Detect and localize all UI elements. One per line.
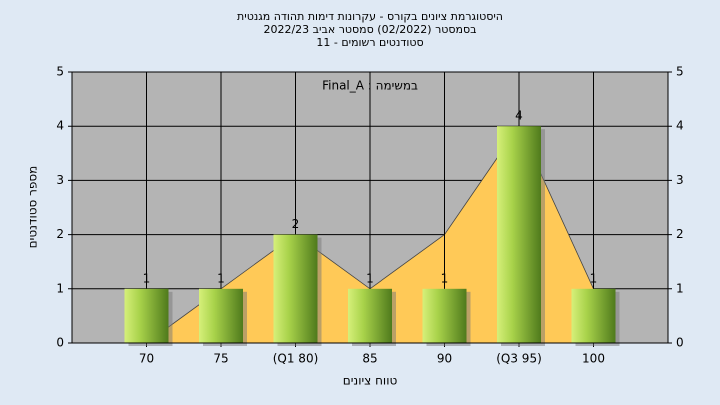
annotation: Final_A : במשימה — [322, 79, 418, 93]
y-tick-label: 3 — [56, 173, 64, 187]
y-tick-label: 0 — [676, 336, 684, 350]
bar — [273, 234, 318, 343]
bar — [124, 288, 169, 343]
value-label: 1 — [441, 271, 449, 285]
x-tick-label: 75 — [213, 352, 228, 366]
value-label: 1 — [217, 271, 225, 285]
y-tick-label: 5 — [56, 65, 64, 79]
bar — [422, 288, 467, 343]
bar — [348, 288, 392, 343]
y-tick-label: 1 — [56, 281, 64, 295]
chart-subtitle: בסמסטר (02/2022) סמסטר אביב 2022/23 — [263, 23, 476, 36]
chart-title: היסטוגרמת ציונים בקורס - עקרונות דימות ת… — [237, 10, 503, 23]
bar — [571, 288, 616, 343]
bar — [199, 288, 243, 343]
value-label: 1 — [366, 271, 374, 285]
x-tick-label: 90 — [437, 352, 452, 366]
y-tick-label: 1 — [676, 281, 684, 295]
y-axis-label: מספר סטודנטים — [26, 166, 40, 249]
value-label: 2 — [292, 217, 300, 231]
y-tick-label: 3 — [676, 173, 684, 187]
y-tick-label: 4 — [56, 119, 64, 133]
x-tick-label: 70 — [139, 352, 154, 366]
plot-frame — [71, 71, 669, 344]
y-tick-label: 2 — [676, 227, 684, 241]
x-tick-label: 100 — [582, 352, 605, 366]
x-tick-label: (Q1 80) — [273, 352, 319, 366]
chart-subtitle: סטודנטים רשומים - 11 — [316, 36, 423, 49]
y-tick-label: 0 — [56, 336, 64, 350]
value-label: 1 — [143, 271, 151, 285]
x-tick-label: (Q3 95) — [496, 352, 542, 366]
y-tick-label: 2 — [56, 227, 64, 241]
bar — [497, 126, 541, 343]
x-axis-label: טווח ציונים — [343, 374, 398, 388]
x-tick-label: 85 — [362, 352, 377, 366]
value-label: 1 — [590, 271, 598, 285]
y-tick-label: 5 — [676, 65, 684, 79]
value-label: 4 — [515, 109, 523, 123]
y-tick-label: 4 — [676, 119, 684, 133]
